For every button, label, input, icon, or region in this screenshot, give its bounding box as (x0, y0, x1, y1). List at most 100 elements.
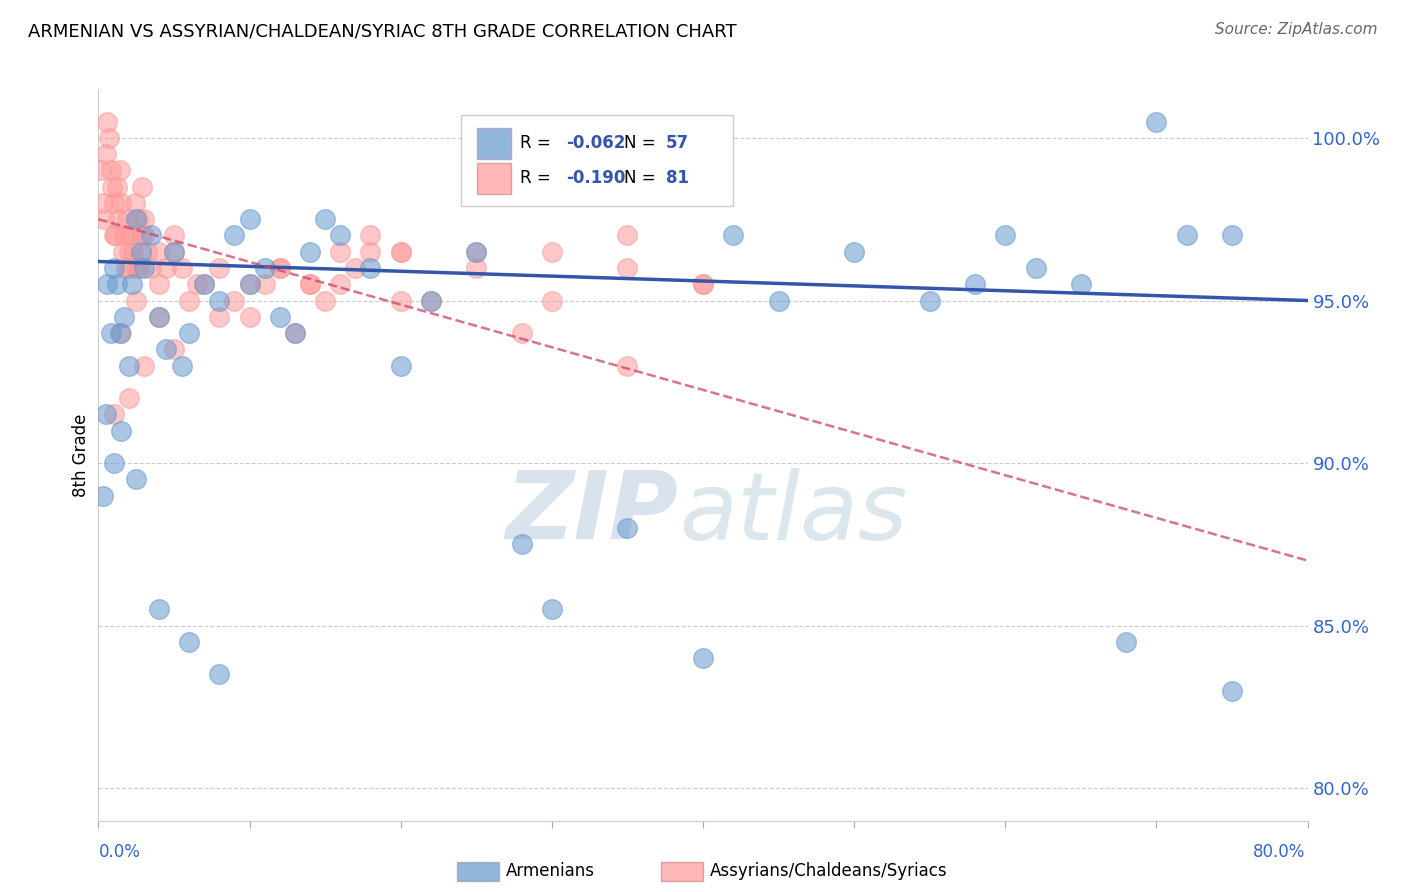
Point (616, 521, 638, 535)
Point (112, 228, 135, 243)
FancyBboxPatch shape (477, 163, 510, 194)
Point (918, 293, 941, 308)
Point (170, 359, 193, 373)
Point (269, 260, 291, 275)
Point (110, 424, 132, 438)
Point (163, 244, 186, 259)
Point (125, 472, 148, 486)
Point (148, 310, 170, 324)
Point (101, 179, 124, 194)
Point (329, 244, 352, 259)
Point (1115, 635, 1137, 649)
Point (135, 244, 157, 259)
Point (124, 196, 146, 211)
Point (616, 260, 638, 275)
Point (299, 277, 322, 292)
Point (360, 228, 382, 243)
Text: -0.190: -0.190 (567, 169, 626, 187)
Point (132, 359, 155, 373)
Y-axis label: 8th Grade: 8th Grade (72, 413, 90, 497)
Point (103, 196, 125, 211)
Point (253, 260, 276, 275)
Text: N =: N = (624, 169, 661, 187)
Point (155, 260, 177, 275)
Point (132, 228, 155, 243)
Point (163, 343, 186, 357)
Point (115, 212, 138, 227)
Point (100, 163, 122, 178)
Text: Armenians: Armenians (506, 863, 595, 880)
Point (94, 147, 117, 161)
Point (91, 196, 114, 211)
Point (541, 244, 564, 259)
Point (541, 293, 564, 308)
Point (114, 260, 136, 275)
Point (118, 391, 141, 405)
Point (616, 359, 638, 373)
Point (692, 277, 714, 292)
Point (1146, 114, 1168, 128)
Point (329, 277, 352, 292)
Point (360, 260, 382, 275)
Point (129, 244, 152, 259)
Point (389, 293, 412, 308)
Point (141, 260, 163, 275)
Point (110, 196, 132, 211)
Point (179, 293, 201, 308)
Point (155, 343, 177, 357)
Point (510, 537, 533, 551)
Point (103, 407, 125, 421)
Text: 80.0%: 80.0% (1253, 843, 1305, 861)
Point (465, 244, 488, 259)
Point (344, 260, 367, 275)
Point (104, 228, 127, 243)
Point (965, 277, 987, 292)
Text: 0.0%: 0.0% (98, 843, 141, 861)
Text: Source: ZipAtlas.com: Source: ZipAtlas.com (1215, 22, 1378, 37)
Point (98, 131, 121, 145)
Point (103, 260, 125, 275)
Point (253, 277, 276, 292)
Text: R =: R = (520, 169, 557, 187)
Point (239, 310, 262, 324)
Point (163, 244, 186, 259)
Text: N =: N = (624, 135, 661, 153)
FancyBboxPatch shape (477, 128, 510, 159)
Point (389, 244, 412, 259)
Point (110, 326, 132, 340)
Point (616, 228, 638, 243)
Point (389, 359, 412, 373)
Point (141, 228, 163, 243)
Point (125, 260, 148, 275)
Point (132, 260, 155, 275)
Point (132, 212, 155, 227)
Point (121, 228, 143, 243)
Point (131, 179, 153, 194)
Point (148, 602, 170, 616)
Point (510, 326, 533, 340)
Point (90, 163, 112, 178)
Point (208, 293, 231, 308)
Point (112, 310, 135, 324)
Point (105, 179, 128, 194)
Text: 81: 81 (665, 169, 689, 187)
Point (541, 602, 564, 616)
Point (100, 326, 122, 340)
Point (103, 456, 125, 470)
Text: Assyrians/Chaldeans/Syriacs: Assyrians/Chaldeans/Syriacs (710, 863, 948, 880)
Point (329, 228, 352, 243)
Point (94, 407, 117, 421)
Point (118, 359, 141, 373)
Point (170, 260, 193, 275)
Point (118, 244, 141, 259)
Point (111, 244, 134, 259)
Point (420, 293, 443, 308)
Point (284, 326, 307, 340)
Point (208, 310, 231, 324)
Point (121, 277, 143, 292)
Point (118, 260, 141, 275)
Point (125, 212, 148, 227)
Text: -0.062: -0.062 (567, 135, 626, 153)
Point (239, 212, 262, 227)
Point (994, 228, 1017, 243)
